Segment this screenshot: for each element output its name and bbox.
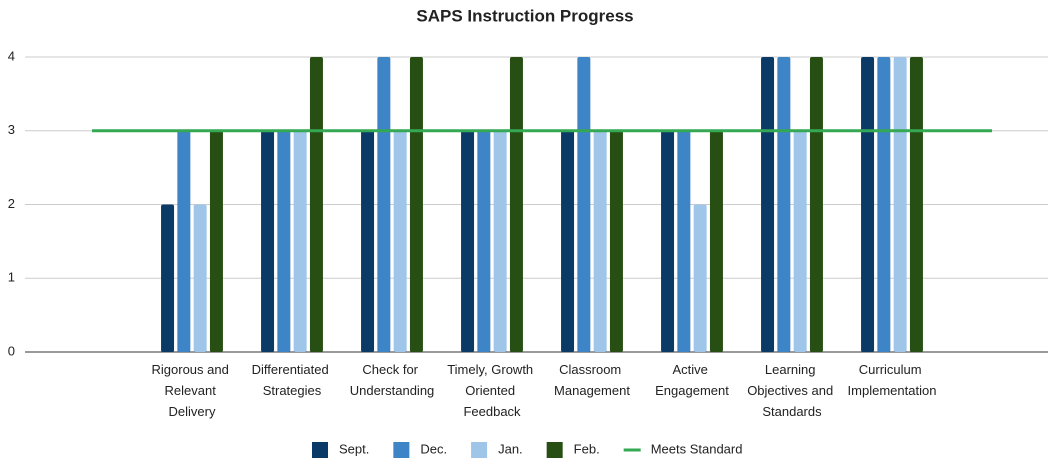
legend-swatch (393, 442, 410, 458)
bar (909, 57, 923, 352)
bar (277, 130, 291, 352)
bar (761, 57, 775, 352)
bar (177, 130, 191, 352)
bar (609, 130, 623, 352)
x-tick-label: Check for Understanding (350, 362, 435, 398)
bar (677, 130, 691, 352)
y-tick-label: 4 (8, 48, 15, 63)
bar (161, 204, 175, 352)
bar (461, 130, 475, 352)
bar (409, 57, 423, 352)
x-tick-label: Active Engagement (655, 362, 729, 398)
bar (793, 130, 807, 352)
bar (577, 57, 591, 352)
bar (477, 130, 491, 352)
legend-label: Jan. (498, 441, 523, 456)
x-tick-label: Classroom Management (554, 362, 630, 398)
legend-swatch (546, 442, 563, 458)
bar (493, 130, 507, 352)
bar (209, 130, 223, 352)
bar (261, 130, 275, 352)
bar (777, 57, 791, 352)
legend-swatch (471, 442, 488, 458)
bar (709, 130, 723, 352)
legend-label: Sept. (339, 441, 369, 456)
bar (361, 130, 375, 352)
bar (661, 130, 675, 352)
x-tick-label: Timely, Growth Oriented Feedback (447, 362, 537, 419)
bar (509, 57, 523, 352)
bar (561, 130, 575, 352)
bar (293, 130, 307, 352)
x-tick-label: Curriculum Implementation (848, 362, 937, 398)
x-tick-label: Learning Objectives and Standards (747, 362, 837, 419)
bar (309, 57, 323, 352)
bar (693, 204, 707, 352)
legend-swatch (312, 442, 328, 458)
y-tick-label: 3 (8, 122, 15, 137)
y-tick-label: 2 (8, 196, 15, 211)
bar (861, 57, 875, 352)
x-tick-label: Differentiated Strategies (252, 362, 333, 398)
legend-label: Meets Standard (651, 441, 743, 456)
bar (393, 130, 407, 352)
y-tick-label: 1 (8, 270, 15, 285)
chart-title: SAPS Instruction Progress (416, 6, 633, 25)
bar (377, 57, 391, 352)
legend-label: Feb. (574, 441, 600, 456)
bar (193, 204, 207, 352)
bar (877, 57, 891, 352)
x-tick-label: Rigorous and Relevant Delivery (152, 362, 233, 419)
legend-label: Dec. (420, 441, 447, 456)
y-tick-label: 0 (8, 343, 15, 358)
bar (893, 57, 907, 352)
bar (809, 57, 823, 352)
bar (593, 130, 607, 352)
